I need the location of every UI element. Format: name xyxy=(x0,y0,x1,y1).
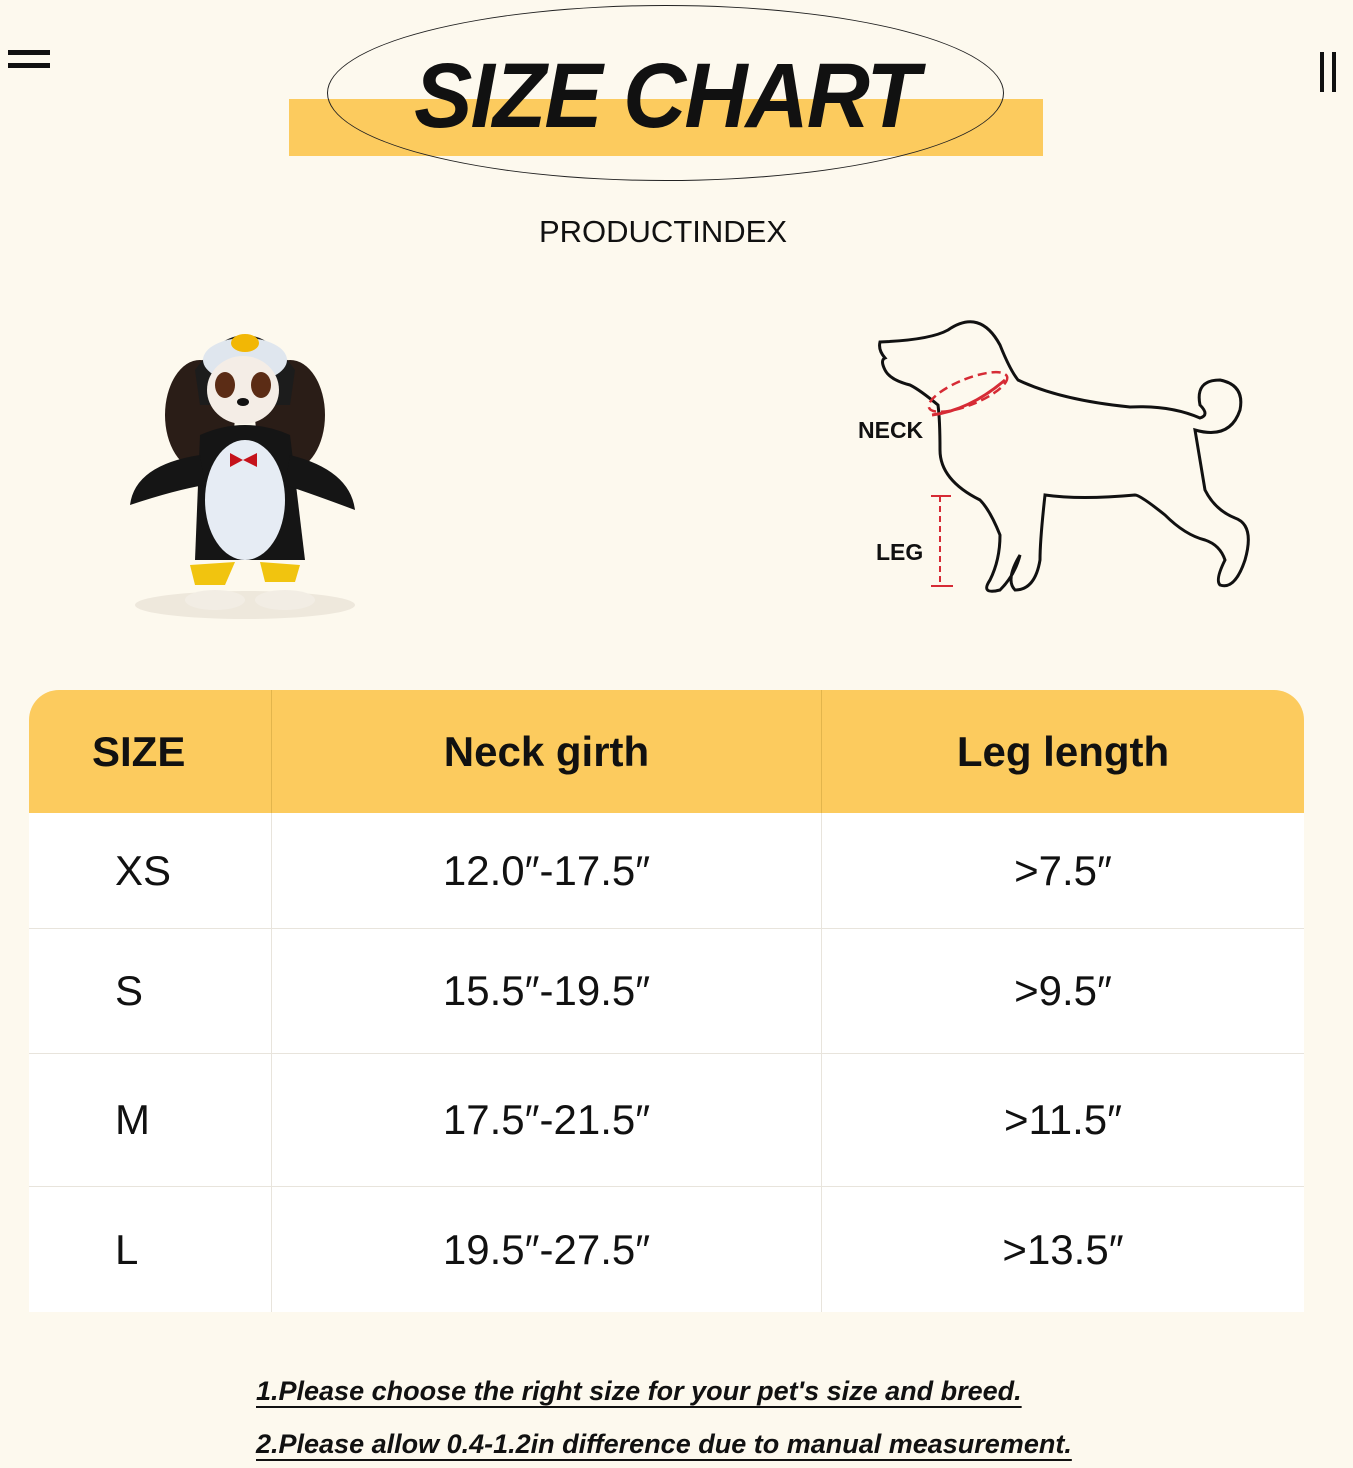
header-neck-girth: Neck girth xyxy=(272,690,822,813)
table-row: L 19.5″-27.5″ >13.5″ xyxy=(29,1187,1304,1312)
leg-cell: >9.5″ xyxy=(1014,967,1112,1014)
size-cell: M xyxy=(29,1054,272,1186)
size-cell: L xyxy=(29,1187,272,1312)
leg-label: LEG xyxy=(876,539,924,565)
size-table: SIZE Neck girth Leg length XS 12.0″-17.5… xyxy=(29,690,1304,1312)
header-size: SIZE xyxy=(29,690,272,813)
neck-label: NECK xyxy=(858,417,924,443)
leg-cell: >13.5″ xyxy=(1002,1225,1124,1273)
neck-cell: 17.5″-21.5″ xyxy=(272,1054,822,1186)
leg-cell: >7.5″ xyxy=(1014,846,1112,894)
table-header-row: SIZE Neck girth Leg length xyxy=(29,690,1304,813)
table-row: XS 12.0″-17.5″ >7.5″ xyxy=(29,813,1304,929)
note-1: 1.Please choose the right size for your … xyxy=(256,1376,1022,1406)
page-title: SIZE CHART xyxy=(414,45,920,147)
neck-cell: 19.5″-27.5″ xyxy=(272,1187,822,1312)
neck-cell: 12.0″-17.5″ xyxy=(272,813,822,928)
dog-measurement-diagram: NECK LEG xyxy=(840,300,1260,610)
dog-in-penguin-costume-image xyxy=(130,334,355,619)
neck-cell: 15.5″-19.5″ xyxy=(272,929,822,1053)
pause-icon[interactable] xyxy=(1320,52,1342,92)
header-leg-length: Leg length xyxy=(956,727,1170,775)
title-oval xyxy=(327,5,1004,181)
menu-icon[interactable] xyxy=(8,50,50,72)
size-cell: XS xyxy=(29,813,272,928)
brand-name: PRODUCTINDEX xyxy=(538,214,787,249)
leg-cell: >11.5″ xyxy=(1003,1096,1123,1143)
size-cell: S xyxy=(29,929,272,1053)
note-2: 2.Please allow 0.4-1.2in difference due … xyxy=(256,1429,1072,1459)
table-row: M 17.5″-21.5″ >11.5″ xyxy=(29,1054,1304,1187)
table-row: S 15.5″-19.5″ >9.5″ xyxy=(29,929,1304,1054)
